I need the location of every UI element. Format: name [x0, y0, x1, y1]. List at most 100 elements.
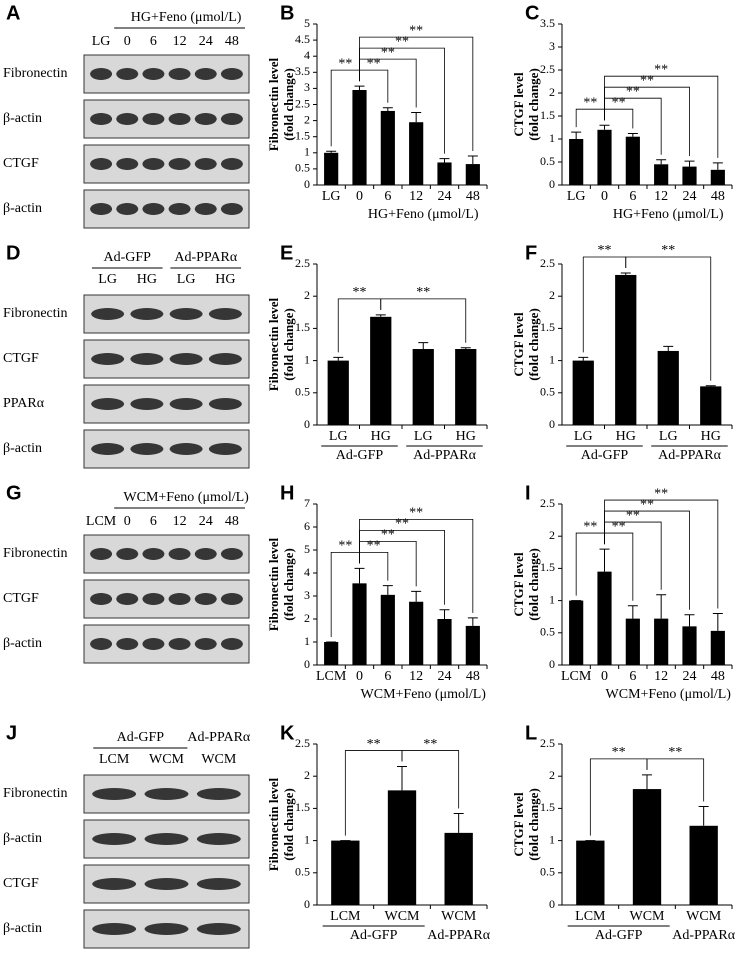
row-label: CTGF — [3, 351, 39, 366]
significance-label: ** — [353, 285, 367, 300]
row-label: β-actin — [3, 921, 42, 936]
band — [194, 113, 217, 125]
panel-label: C — [525, 2, 539, 24]
x-tick-label: 6 — [629, 669, 636, 684]
y-tick-label: 1.5 — [540, 800, 555, 814]
band — [142, 203, 165, 215]
significance-label: ** — [640, 497, 654, 512]
band — [91, 353, 125, 365]
y-axis-label: CTGF level — [511, 792, 526, 857]
y-tick-label: 0 — [304, 417, 310, 431]
significance-label: ** — [395, 517, 409, 532]
band — [144, 923, 189, 935]
bar — [437, 619, 452, 665]
significance-label: ** — [367, 56, 381, 71]
band — [194, 68, 217, 80]
x-axis-label: WCM+Feno (μmol/L) — [606, 687, 732, 702]
x-tick-label: 24 — [683, 669, 697, 684]
lane-label: LG — [177, 272, 196, 287]
y-tick-label: 0.5 — [295, 161, 310, 175]
y-axis-label: (fold change) — [281, 788, 296, 861]
significance-label: ** — [612, 519, 626, 534]
blot-header: WCM+Feno (μmol/L) — [123, 490, 249, 505]
significance-label: ** — [612, 95, 626, 110]
band — [168, 113, 191, 125]
significance-label: ** — [626, 508, 640, 523]
error-bar — [627, 605, 638, 619]
y-axis-label: Fibronectin level — [266, 297, 281, 391]
group-label: Ad-GFP — [581, 448, 629, 463]
band — [208, 398, 242, 410]
significance-bracket — [575, 108, 605, 128]
significance-bracket — [380, 298, 467, 343]
band — [194, 593, 217, 605]
x-tick-label: LG — [659, 429, 678, 444]
y-tick-label: 2 — [304, 288, 310, 302]
bar — [654, 618, 669, 665]
y-tick-label: 2.5 — [540, 496, 555, 510]
group-label: Ad-PPARα — [427, 928, 491, 943]
band — [90, 638, 113, 650]
x-tick-label: 24 — [683, 189, 697, 204]
band — [220, 638, 243, 650]
significance-label: ** — [583, 95, 597, 110]
y-tick-label: 0 — [549, 897, 555, 911]
band — [168, 203, 191, 215]
y-tick-label: 6 — [304, 519, 310, 533]
significance-label: ** — [612, 745, 626, 760]
lane-label: WCM — [201, 752, 237, 767]
y-tick-label: 0.5 — [540, 154, 555, 168]
significance-bracket — [401, 750, 460, 809]
group-label: Ad-GFP — [117, 730, 165, 745]
y-tick-label: 2 — [549, 768, 555, 782]
y-tick-label: 1 — [304, 145, 310, 159]
row-label: CTGF — [3, 591, 39, 606]
y-tick-label: 3.5 — [295, 64, 310, 78]
bar — [380, 110, 395, 185]
lane-label: LG — [92, 34, 111, 49]
y-tick-label: 0 — [549, 417, 555, 431]
error-bar — [705, 385, 716, 387]
bar — [682, 166, 697, 185]
bar — [689, 825, 718, 905]
lane-label: 48 — [225, 34, 239, 49]
band — [142, 158, 165, 170]
y-tick-label: 1.5 — [540, 108, 555, 122]
x-tick-label: WCM — [686, 909, 722, 924]
error-bar — [354, 567, 365, 584]
bar — [444, 832, 473, 905]
bar — [625, 136, 640, 185]
bar — [409, 601, 424, 665]
error-bar — [571, 131, 582, 139]
significance-label: ** — [409, 23, 423, 38]
x-tick-label: 48 — [466, 669, 480, 684]
y-axis-label: CTGF level — [511, 552, 526, 617]
panel-label: L — [525, 722, 537, 744]
band — [168, 158, 191, 170]
y-tick-label: 0 — [549, 657, 555, 671]
bar — [572, 360, 594, 425]
panel-label: F — [525, 242, 537, 264]
band — [208, 308, 242, 320]
error-bar — [382, 107, 393, 111]
x-tick-label: LG — [567, 189, 586, 204]
bar — [380, 594, 395, 665]
y-axis-label: (fold change) — [281, 68, 296, 141]
y-axis-label: Fibronectin level — [266, 57, 281, 151]
band — [168, 638, 191, 650]
y-axis-label: (fold change) — [526, 308, 541, 381]
band — [116, 113, 139, 125]
x-tick-label: 0 — [356, 189, 363, 204]
group-label: Ad-PPARα — [187, 730, 251, 745]
lane-label: 24 — [199, 34, 213, 49]
band — [90, 203, 113, 215]
significance-label: ** — [367, 539, 381, 554]
significance-bracket — [646, 758, 705, 802]
band — [90, 113, 113, 125]
band — [169, 308, 203, 320]
significance-label: ** — [381, 528, 395, 543]
band — [130, 398, 164, 410]
group-label: Ad-PPARα — [672, 928, 736, 943]
significance-label: ** — [409, 506, 423, 521]
